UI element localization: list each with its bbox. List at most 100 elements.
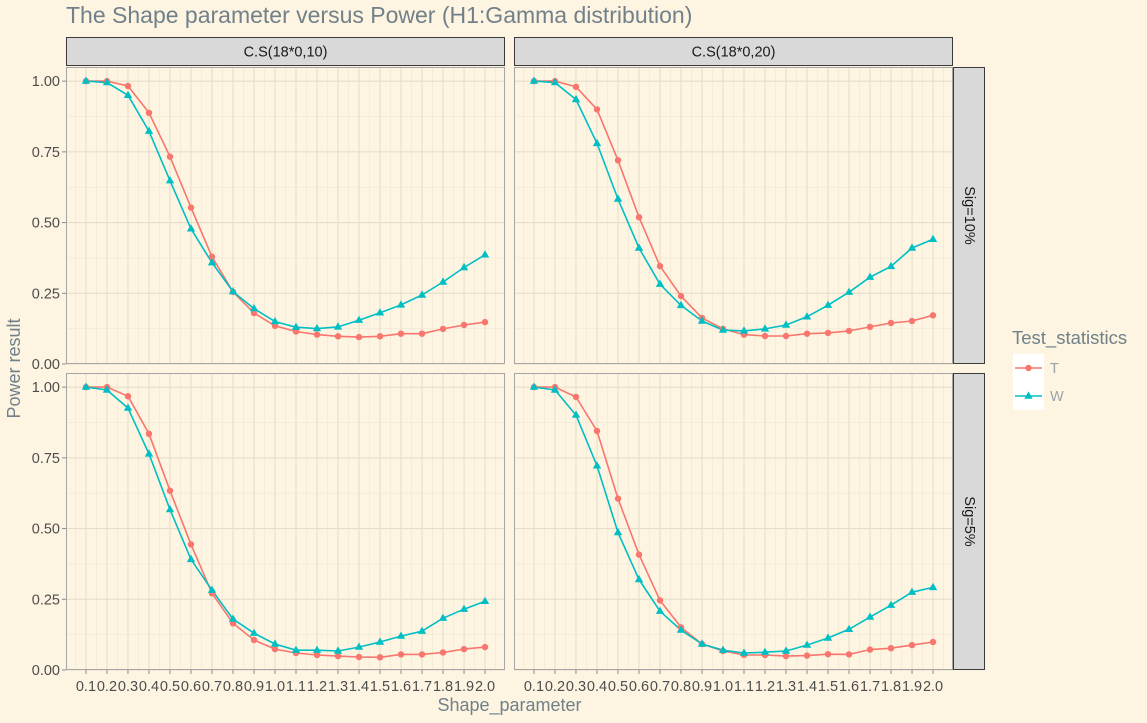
y-tick-label: 0.50: [32, 216, 60, 232]
data-point-T: [439, 325, 447, 333]
data-point-W: [844, 624, 854, 632]
data-point-W: [186, 224, 196, 232]
data-point-T: [656, 597, 664, 604]
data-point-T: [481, 643, 489, 651]
data-point-T: [187, 204, 195, 211]
data-point-W: [102, 78, 112, 86]
x-tick-label: 0.9: [692, 679, 712, 695]
data-point-T: [208, 253, 216, 260]
x-tick-label: 0.9: [244, 679, 264, 695]
series-line-T: [533, 80, 934, 337]
data-point-W: [529, 382, 539, 390]
data-point-W: [249, 628, 259, 636]
facet-strip-col: C.S(18*0,20): [514, 37, 953, 66]
y-tick-label: 1.00: [32, 380, 60, 396]
x-tick-label: 2.0: [475, 679, 495, 695]
data-point-W: [529, 76, 539, 84]
x-tick-label: 1.0: [265, 679, 285, 695]
x-tick-label: 0.3: [118, 679, 138, 695]
y-tick-label: 0.75: [32, 451, 60, 467]
data-point-T: [887, 319, 895, 327]
data-point-W: [865, 612, 875, 620]
data-point-T: [124, 82, 132, 90]
x-tick-label: 1.4: [349, 679, 369, 695]
strip-background: [953, 373, 985, 670]
x-tick-label: 1.5: [818, 679, 838, 695]
data-point-W: [354, 642, 364, 650]
data-point-T: [355, 333, 363, 341]
x-tick-label: 0.6: [181, 679, 201, 695]
data-point-W: [312, 645, 322, 653]
x-tick-label: 0.5: [160, 679, 180, 695]
data-point-W: [438, 277, 448, 285]
data-point-W: [928, 234, 938, 242]
data-point-T: [460, 321, 468, 329]
strip-background: [514, 37, 953, 66]
y-tick-label: 0.75: [32, 145, 60, 161]
x-tick-label: 0.7: [650, 679, 670, 695]
data-point-T: [313, 331, 321, 338]
data-point-W: [81, 382, 91, 390]
data-point-W: [291, 645, 301, 653]
data-point-T: [614, 495, 622, 502]
x-tick-label: 0.1: [524, 679, 544, 695]
y-tick-label: 0.25: [32, 286, 60, 302]
facet-row-label: Sig=10%: [961, 186, 977, 245]
data-point-W: [802, 640, 812, 648]
data-point-T: [376, 654, 384, 661]
data-point-T: [908, 641, 916, 649]
facet-col-label: C.S(18*0,20): [692, 45, 776, 61]
facet-panel: [514, 67, 953, 365]
data-point-T: [145, 109, 153, 116]
data-point-W: [480, 596, 490, 604]
data-point-W: [417, 290, 427, 298]
data-point-T: [397, 651, 405, 658]
data-point-W: [655, 606, 665, 614]
legend-key-marker-T: [1025, 364, 1032, 372]
data-point-T: [145, 430, 153, 437]
data-point-W: [228, 287, 238, 295]
data-point-T: [635, 214, 643, 221]
x-tick-label: 1.2: [307, 679, 327, 695]
data-point-T: [866, 323, 874, 331]
data-point-T: [439, 649, 447, 656]
y-tick-label: 0.00: [32, 663, 60, 679]
x-tick-label: 0.1: [76, 679, 96, 695]
data-point-W: [634, 243, 644, 251]
x-tick-label: 0.7: [202, 679, 222, 695]
data-point-W: [438, 613, 448, 621]
data-point-W: [123, 90, 133, 98]
data-point-W: [144, 449, 154, 457]
series-line-T: [85, 80, 486, 338]
data-point-T: [376, 333, 384, 340]
legend-item-T: T: [1013, 354, 1059, 382]
data-point-T: [166, 487, 174, 494]
data-point-W: [676, 625, 686, 633]
facet-col-label: C.S(18*0,10): [244, 45, 328, 61]
data-point-W: [396, 300, 406, 308]
data-point-T: [845, 651, 853, 658]
data-point-T: [866, 646, 874, 653]
data-point-T: [593, 106, 601, 113]
data-point-W: [865, 272, 875, 280]
legend-label: T: [1050, 361, 1059, 377]
facet-panel: [66, 373, 505, 671]
x-tick-label: 1.8: [433, 679, 453, 695]
strip-background: [66, 37, 505, 66]
data-point-W: [207, 585, 217, 593]
data-point-T: [355, 653, 363, 661]
x-tick-label: 0.5: [608, 679, 628, 695]
data-point-W: [592, 461, 602, 469]
x-tick-label: 0.2: [545, 679, 565, 695]
data-point-W: [249, 304, 259, 312]
x-tick-label: 0.2: [97, 679, 117, 695]
panel-border: [514, 373, 953, 670]
data-point-W: [312, 324, 322, 332]
data-point-T: [803, 330, 811, 337]
x-tick-label: 1.6: [839, 679, 859, 695]
data-point-T: [845, 327, 853, 335]
data-point-T: [782, 332, 790, 340]
data-point-T: [166, 153, 174, 160]
data-point-T: [418, 330, 426, 337]
